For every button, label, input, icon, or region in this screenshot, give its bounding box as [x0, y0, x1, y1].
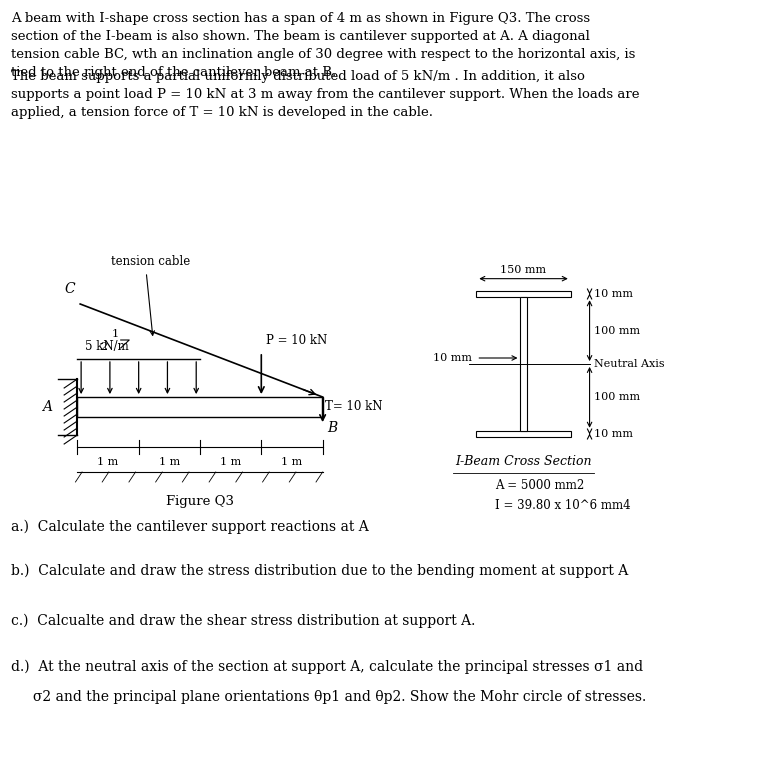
Bar [78, 397, 322, 417]
Text: Figure Q3: Figure Q3 [166, 495, 234, 508]
Text: 10 mm: 10 mm [594, 429, 633, 439]
Text: P = 10 kN: P = 10 kN [266, 334, 327, 347]
Bar [477, 431, 570, 437]
Text: T= 10 kN: T= 10 kN [326, 401, 383, 414]
Text: 1 m: 1 m [220, 457, 241, 467]
Text: σ2 and the principal plane orientations θp1 and θp2. Show the Mohr circle of str: σ2 and the principal plane orientations … [12, 690, 646, 704]
Text: 100 mm: 100 mm [594, 392, 640, 402]
Text: A = 5000 mm2: A = 5000 mm2 [495, 479, 584, 493]
Text: b.)  Calculate and draw the stress distribution due to the bending moment at sup: b.) Calculate and draw the stress distri… [12, 564, 629, 578]
Text: 10 mm: 10 mm [432, 353, 472, 363]
Text: tension cable: tension cable [112, 255, 191, 268]
Text: c.)  Calcualte and draw the shear stress distribution at support A.: c.) Calcualte and draw the shear stress … [12, 614, 476, 628]
Text: C: C [65, 282, 75, 296]
Text: 5 kN/m: 5 kN/m [85, 340, 129, 353]
Text: I = 39.80 x 10^6 mm4: I = 39.80 x 10^6 mm4 [495, 499, 631, 513]
Text: A beam with I-shape cross section has a span of 4 m as shown in Figure Q3. The c: A beam with I-shape cross section has a … [12, 12, 636, 79]
Text: 1 m: 1 m [159, 457, 180, 467]
Text: 1: 1 [112, 329, 119, 339]
Text: B: B [327, 421, 338, 435]
Text: 1 m: 1 m [98, 457, 119, 467]
Text: 150 mm: 150 mm [501, 265, 546, 275]
Text: d.)  At the neutral axis of the section at support A, calculate the principal st: d.) At the neutral axis of the section a… [12, 660, 643, 675]
Text: 2: 2 [100, 342, 107, 352]
Text: a.)  Calculate the cantilever support reactions at A: a.) Calculate the cantilever support rea… [12, 520, 369, 534]
Text: 100 mm: 100 mm [594, 326, 640, 336]
Text: 1 m: 1 m [281, 457, 302, 467]
Text: Neutral Axis: Neutral Axis [594, 359, 665, 369]
Bar [520, 297, 527, 431]
Text: The beam supports a partial uniformly distributed load of 5 kN/m . In addition, : The beam supports a partial uniformly di… [12, 70, 640, 119]
Text: A: A [42, 400, 52, 414]
Text: 10 mm: 10 mm [594, 289, 633, 299]
Bar [477, 291, 570, 297]
Text: I-Beam Cross Section: I-Beam Cross Section [455, 455, 592, 469]
